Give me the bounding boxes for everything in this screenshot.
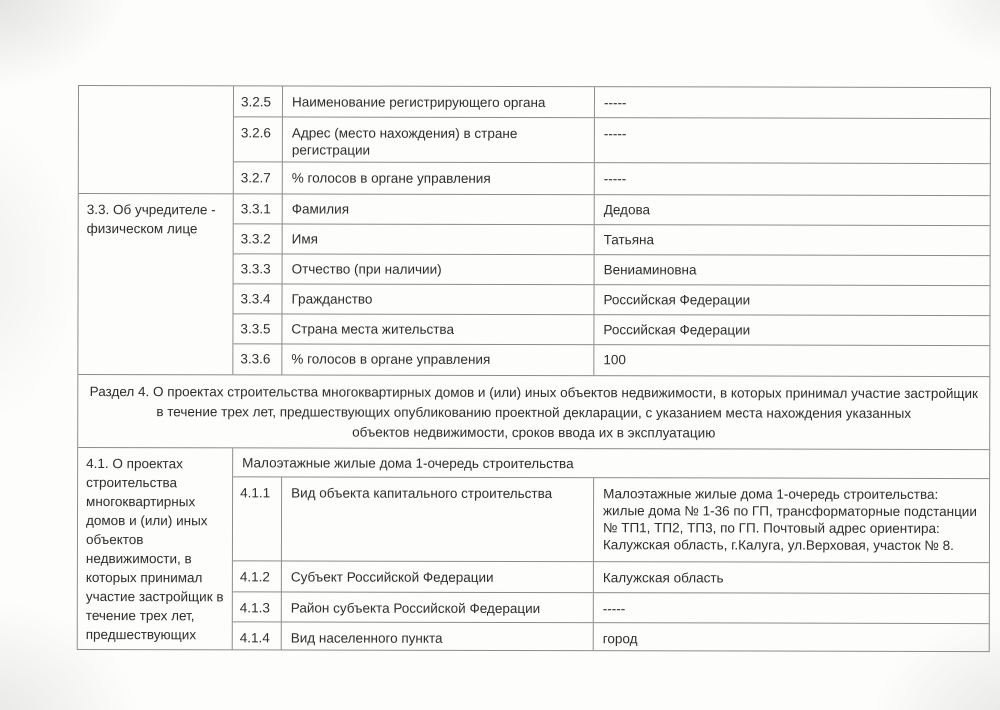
section-4-1: 4.1. О проектах строительства многокварт…	[77, 448, 990, 651]
row-value-cell: Татьяна	[603, 232, 655, 248]
table-row: 3.3.2 Имя Татьяна	[233, 224, 990, 257]
project-declaration-table: 3.2.5 Наименование регистрирующего орган…	[76, 85, 991, 653]
table-row: 3.2.6 Адрес (место нахождения) в стране …	[233, 117, 990, 165]
row-number-cell: 3.2.5	[233, 86, 283, 117]
row-label-cell: % голосов в органе управления	[282, 344, 595, 376]
table-row: 4.1.3 Район субъекта Российской Федераци…	[232, 592, 989, 625]
row-value-cell: город	[602, 631, 638, 647]
row-number-cell: 4.1.1	[232, 477, 283, 561]
table-row: 4.1.4 Вид населенного пункта город	[232, 622, 989, 651]
table-row: 3.3.4 Гражданство Российская Федерации	[233, 284, 990, 317]
row-value-cell: -----	[603, 126, 627, 142]
row-value-cell: -----	[602, 601, 626, 617]
table-row: 3.3.3 Отчество (при наличии) Вениаминовн…	[233, 254, 990, 287]
section-3-3: 3.3. Об учредителе - физическом лице 3.3…	[78, 194, 990, 378]
row-number-cell: 3.3.6	[233, 344, 283, 375]
row-number-cell: 4.1.4	[232, 622, 282, 650]
row-number-cell: 3.2.6	[233, 117, 283, 162]
row-value-cell: -----	[603, 95, 627, 111]
section-4-title-line: в течение трех лет, предшествующих опубл…	[156, 404, 912, 421]
section-4-title-line: объектов недвижимости, сроков ввода их в…	[352, 424, 716, 441]
row-label-cell: Гражданство	[282, 284, 595, 315]
row-value-cell: 100	[603, 352, 626, 368]
table-row: 3.2.5 Наименование регистрирующего орган…	[233, 86, 990, 120]
table-row: 3.3.1 Фамилия Дедова	[233, 194, 990, 227]
section-4-title-line: Раздел 4. О проектах строительства много…	[89, 384, 978, 402]
section-label-cell: 4.1. О проектах строительства многокварт…	[77, 448, 234, 650]
row-value-cell: Российская Федерации	[603, 322, 751, 338]
row-label-cell: Наименование регистрирующего органа	[282, 86, 595, 118]
row-number-cell: 3.3.4	[233, 284, 283, 314]
row-label-cell: Фамилия	[282, 194, 595, 225]
row-number-cell: 3.3.2	[233, 224, 283, 254]
row-label-cell: Район субъекта Российской Федерации	[281, 592, 594, 623]
row-label-cell: % голосов в органе управления	[282, 162, 595, 195]
section-4-title-row: Раздел 4. О проектах строительства много…	[78, 375, 990, 451]
row-value-cell: -----	[603, 171, 627, 187]
row-label-cell: Вид населенного пункта	[281, 622, 594, 651]
row-value-cell: Дедова	[603, 202, 651, 218]
row-value-cell: Малоэтажные жилые дома 1-очередь строите…	[602, 486, 977, 553]
row-value-cell: Российская Федерации	[603, 292, 751, 308]
row-label-cell: Страна места жительства	[282, 314, 595, 345]
table-row: 3.3.6 % голосов в органе управления 100	[233, 344, 989, 376]
row-number-cell: 3.2.7	[233, 162, 283, 194]
row-label-cell: Отчество (при наличии)	[282, 254, 595, 285]
row-label-cell: Вид объекта капитального строительства	[281, 477, 595, 562]
row-number-cell: 3.3.3	[233, 254, 283, 284]
section-label-cell: 3.3. Об учредителе - физическом лице	[78, 194, 234, 375]
row-number-cell: 4.1.3	[232, 592, 282, 622]
row-value-cell: Калужская область	[602, 570, 724, 586]
row-label-cell: Субъект Российской Федерации	[281, 561, 594, 593]
table-row: 4.1.2 Субъект Российской Федерации Калуж…	[232, 561, 989, 595]
table-row: 4.1.1 Вид объекта капитального строитель…	[232, 477, 990, 564]
row-value-cell: Вениаминовна	[603, 262, 697, 278]
section-label-cell	[78, 86, 234, 194]
section-3-2: 3.2.5 Наименование регистрирующего орган…	[78, 86, 990, 197]
project-subheader-cell: Малоэтажные жилые дома 1-очередь строите…	[233, 448, 990, 480]
row-number-cell: 3.3.5	[233, 314, 283, 344]
row-number-cell: 4.1.2	[232, 561, 282, 592]
row-label-cell: Адрес (место нахождения) в стране регист…	[282, 117, 595, 163]
row-number-cell: 3.3.1	[233, 194, 283, 224]
row-label-cell: Имя	[282, 224, 595, 255]
table-row: 3.3.5 Страна места жительства Российская…	[233, 314, 990, 347]
table-row: 3.2.7 % голосов в органе управления ----…	[233, 162, 990, 195]
